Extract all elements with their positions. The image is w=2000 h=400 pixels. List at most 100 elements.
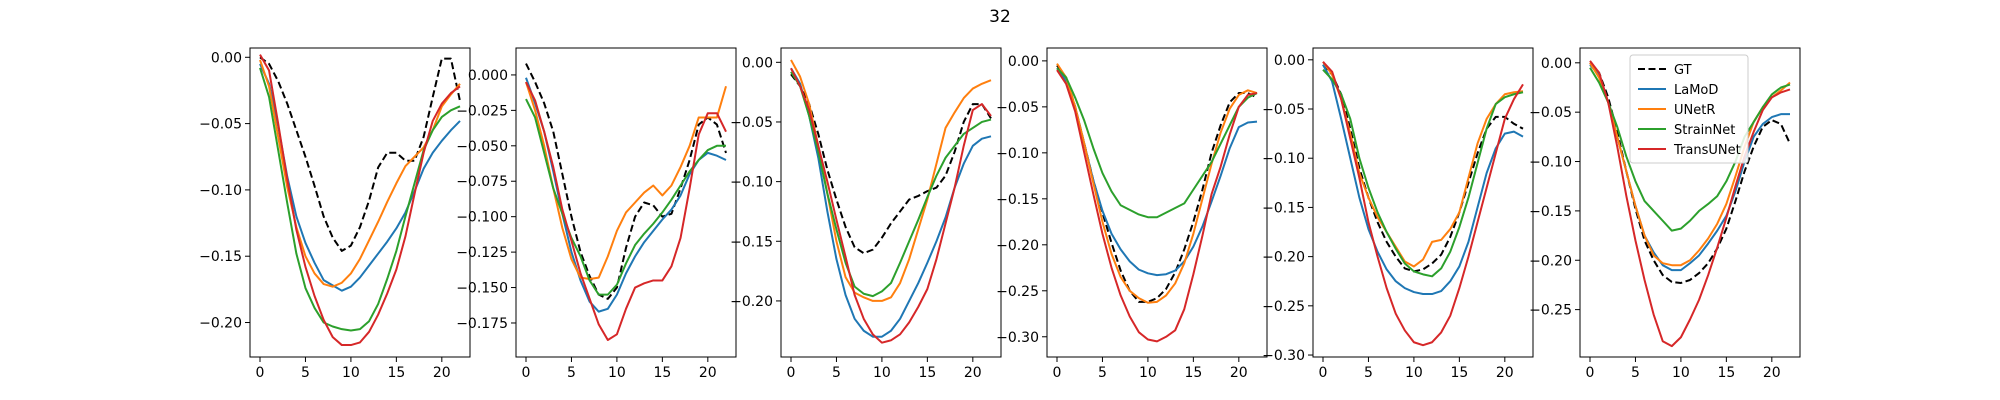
series-line-strainnet — [1322, 68, 1524, 278]
y-tick-label: −0.10 — [199, 183, 242, 199]
x-tick-label: 20 — [699, 365, 717, 381]
x-tick-label: 5 — [1631, 365, 1640, 381]
x-tick-label: 5 — [1364, 365, 1373, 381]
x-tick-label: 10 — [873, 365, 891, 381]
legend-label-unetr: UNetR — [1674, 103, 1715, 118]
axes-frame — [515, 47, 737, 358]
y-tick-label: −0.25 — [996, 284, 1039, 300]
y-tick-label: −0.25 — [1262, 299, 1305, 315]
y-tick-label: −0.20 — [996, 238, 1039, 254]
x-tick-label: 10 — [342, 365, 360, 381]
series-line-gt — [525, 63, 727, 300]
y-tick-label: −0.15 — [1262, 200, 1305, 216]
y-tick-label: 0.00 — [211, 50, 242, 66]
y-tick-label: 0.00 — [1541, 56, 1572, 72]
y-tick-label: −0.25 — [1529, 303, 1572, 319]
legend-label-gt: GT — [1674, 63, 1692, 78]
y-tick-label: −0.20 — [1529, 253, 1572, 269]
y-tick-label: −0.10 — [730, 175, 773, 191]
y-tick-label: −0.05 — [730, 115, 773, 131]
series-line-strainnet — [790, 71, 992, 298]
axes-frame — [780, 47, 1002, 358]
subplot-panels: 0 5 10 15 20 0.00 −0.05 −0.10 −0.15 −0.20 0 5 10 15 20… — [199, 47, 1801, 381]
subplot-1: 0 5 10 15 20 0.00 −0.05 −0.10 −0.15 −0.20 — [199, 47, 471, 381]
axes-frame — [1046, 47, 1268, 358]
x-tick-label: 0 — [1586, 365, 1595, 381]
x-tick-label: 0 — [787, 365, 796, 381]
x-tick-label: 0 — [522, 365, 531, 381]
y-tick-label: −0.20 — [1262, 250, 1305, 266]
series-line-gt — [259, 56, 461, 252]
subplot-6: 0 5 10 15 20 0.00 −0.05 −0.10 −0.15 −0.20 −0.25 GT L… — [1529, 47, 1801, 381]
x-tick-label: 0 — [1053, 365, 1062, 381]
subplot-5: 0 5 10 15 20 0.00 −0.05 −0.10 −0.15 −0.20 −0.25 −0.… — [1262, 47, 1534, 381]
y-tick-label: −0.075 — [456, 174, 508, 190]
series-line-gt — [1589, 62, 1791, 284]
x-tick-label: 20 — [964, 365, 982, 381]
y-tick-label: −0.025 — [456, 103, 508, 119]
series-line-transunet — [790, 67, 992, 344]
y-tick-label: −0.20 — [730, 294, 773, 310]
x-tick-label: 10 — [1139, 365, 1157, 381]
x-tick-label: 20 — [1763, 365, 1781, 381]
series-line-unetr — [1056, 63, 1258, 304]
x-tick-label: 5 — [1098, 365, 1107, 381]
series-line-transunet — [1589, 60, 1791, 348]
y-tick-label: 0.00 — [1008, 54, 1039, 70]
series-line-transunet — [525, 81, 727, 341]
y-tick-label: −0.15 — [1529, 204, 1572, 220]
axes-frame — [249, 47, 471, 358]
series-line-strainnet — [1589, 67, 1791, 232]
y-tick-label: −0.05 — [1529, 105, 1572, 121]
y-tick-label: −0.20 — [199, 316, 242, 332]
x-tick-label: 20 — [1230, 365, 1248, 381]
series-line-transunet — [1322, 61, 1524, 347]
series-line-transunet — [259, 54, 461, 347]
series-line-transunet — [1056, 69, 1258, 343]
x-tick-label: 5 — [567, 365, 576, 381]
series-line-lamod — [1322, 64, 1524, 296]
y-tick-label: −0.150 — [456, 281, 508, 297]
x-tick-label: 15 — [1184, 365, 1202, 381]
subplot-4: 0 5 10 15 20 0.00 −0.05 −0.10 −0.15 −0.20 −0.25 −0.… — [996, 47, 1268, 381]
series-line-gt — [1056, 64, 1258, 303]
series-line-lamod — [259, 63, 461, 292]
y-tick-label: −0.15 — [730, 234, 773, 250]
legend-label-transunet: TransUNet — [1673, 143, 1741, 158]
series-line-lamod — [1056, 67, 1258, 277]
x-tick-label: 15 — [653, 365, 671, 381]
y-tick-label: 0.000 — [468, 68, 508, 84]
x-tick-label: 15 — [1717, 365, 1735, 381]
axes-frame — [1312, 47, 1534, 358]
x-tick-label: 15 — [1450, 365, 1468, 381]
y-tick-label: −0.10 — [1262, 151, 1305, 167]
subplot-3: 0 5 10 15 20 0.00 −0.05 −0.10 −0.15 −0.20 — [730, 47, 1002, 381]
subplot-2: 0 5 10 15 20 0.000 −0.025 −0.050 −0.075 −0.100 −0.… — [456, 47, 737, 381]
series-line-lamod — [790, 67, 992, 338]
y-tick-label: −0.125 — [456, 245, 508, 261]
x-tick-label: 15 — [918, 365, 936, 381]
x-tick-label: 20 — [1496, 365, 1514, 381]
axes-frame — [1579, 47, 1801, 358]
legend-label-lamod: LaMoD — [1674, 83, 1718, 98]
legend-label-strainnet: StrainNet — [1674, 123, 1735, 138]
x-tick-label: 0 — [1319, 365, 1328, 381]
y-tick-label: −0.10 — [1529, 155, 1572, 171]
y-tick-label: −0.30 — [1262, 348, 1305, 364]
y-tick-label: −0.05 — [1262, 102, 1305, 118]
y-tick-label: −0.100 — [456, 210, 508, 226]
series-line-unetr — [259, 59, 461, 288]
series-line-unetr — [525, 81, 727, 281]
x-tick-label: 15 — [387, 365, 405, 381]
figure-title: 32 — [989, 7, 1011, 27]
y-tick-label: −0.15 — [996, 192, 1039, 208]
y-tick-label: −0.050 — [456, 139, 508, 155]
x-tick-label: 10 — [1672, 365, 1690, 381]
x-tick-label: 10 — [608, 365, 626, 381]
x-tick-label: 5 — [832, 365, 841, 381]
x-tick-label: 0 — [256, 365, 265, 381]
x-tick-label: 5 — [301, 365, 310, 381]
y-tick-label: −0.30 — [996, 330, 1039, 346]
